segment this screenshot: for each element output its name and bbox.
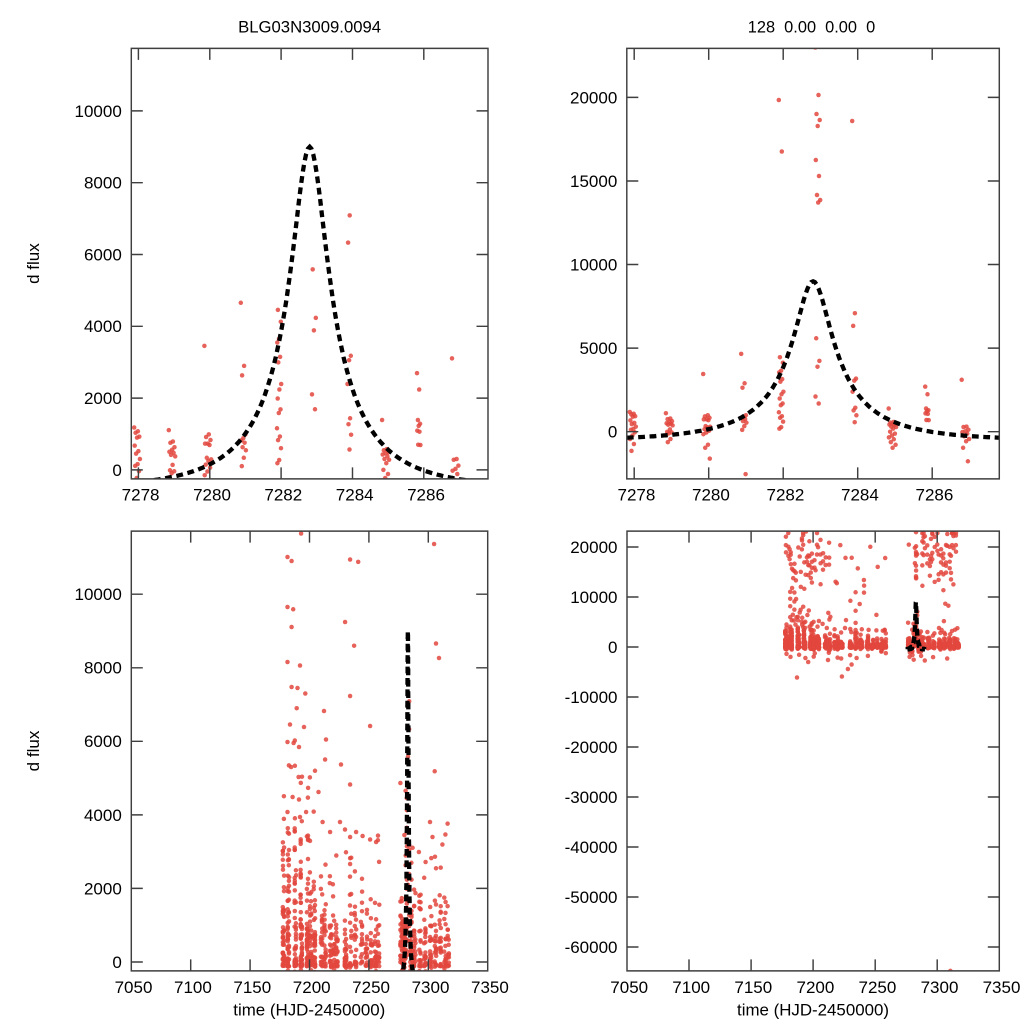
svg-text:7200: 7200 [796,978,834,997]
svg-text:10000: 10000 [75,585,122,604]
svg-text:d flux: d flux [24,243,43,284]
svg-text:d flux: d flux [24,730,43,771]
svg-text:7100: 7100 [174,978,212,997]
svg-text:8000: 8000 [84,174,122,193]
svg-text:7200: 7200 [293,978,331,997]
svg-text:7282: 7282 [766,485,804,504]
svg-text:7300: 7300 [921,978,959,997]
svg-text:0: 0 [112,953,121,972]
svg-text:7250: 7250 [858,978,896,997]
svg-text:7350: 7350 [471,978,509,997]
svg-text:7286: 7286 [915,485,953,504]
svg-text:7280: 7280 [193,485,231,504]
svg-text:7250: 7250 [352,978,390,997]
svg-text:-60000: -60000 [565,938,618,957]
svg-text:-40000: -40000 [565,838,618,857]
svg-text:7050: 7050 [115,978,153,997]
svg-text:7284: 7284 [336,485,374,504]
svg-text:7286: 7286 [407,485,445,504]
svg-text:-30000: -30000 [565,788,618,807]
svg-text:15000: 15000 [570,172,617,191]
svg-text:0: 0 [112,461,121,480]
svg-text:0: 0 [608,423,617,442]
svg-text:2000: 2000 [84,879,122,898]
svg-text:20000: 20000 [570,88,617,107]
svg-text:128 0.00 0.00 0: 128 0.00 0.00 0 [748,17,876,36]
svg-text:time (HJD-2450000): time (HJD-2450000) [233,1001,385,1020]
svg-text:6000: 6000 [84,732,122,751]
svg-text:4000: 4000 [84,806,122,825]
svg-text:10000: 10000 [570,588,617,607]
svg-text:8000: 8000 [84,659,122,678]
svg-text:4000: 4000 [84,317,122,336]
svg-text:7278: 7278 [122,485,160,504]
svg-text:-20000: -20000 [565,738,618,757]
svg-text:7284: 7284 [841,485,879,504]
svg-text:BLG03N3009.0094: BLG03N3009.0094 [238,17,381,36]
svg-text:5000: 5000 [579,339,617,358]
svg-text:2000: 2000 [84,389,122,408]
svg-text:7282: 7282 [264,485,302,504]
svg-text:7100: 7100 [672,978,710,997]
svg-text:7150: 7150 [734,978,772,997]
svg-text:0: 0 [608,638,617,657]
svg-text:10000: 10000 [570,255,617,274]
svg-text:6000: 6000 [84,245,122,264]
svg-text:7280: 7280 [692,485,730,504]
svg-text:20000: 20000 [570,538,617,557]
svg-text:-10000: -10000 [565,688,618,707]
svg-text:time (HJD-2450000): time (HJD-2450000) [737,1001,889,1020]
svg-text:7300: 7300 [412,978,450,997]
svg-text:10000: 10000 [75,102,122,121]
svg-text:-50000: -50000 [565,888,618,907]
svg-text:7350: 7350 [983,978,1021,997]
svg-text:7278: 7278 [617,485,655,504]
svg-text:7050: 7050 [610,978,648,997]
svg-text:7150: 7150 [233,978,271,997]
